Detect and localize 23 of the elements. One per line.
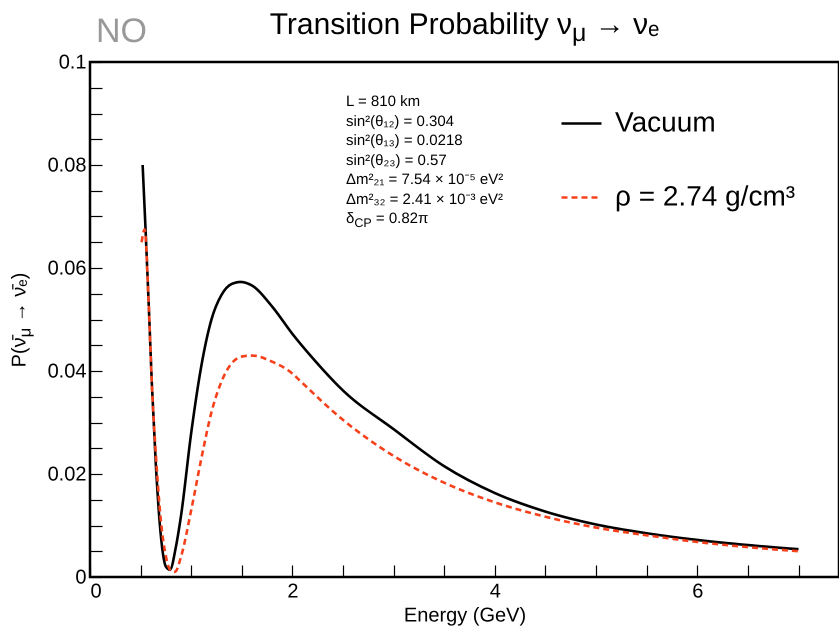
legend-label: Vacuum — [615, 106, 716, 138]
annotation: Δm²₂₁ = 7.54 × 10⁻⁵ eV² — [346, 171, 504, 188]
x-tick-label: 4 — [490, 580, 501, 602]
x-tick-label: 6 — [692, 580, 704, 602]
annotation: sin²(θ₁₃) = 0.0218 — [346, 132, 463, 149]
y-tick-label: 0.04 — [48, 360, 86, 382]
annotation: sin²(θ₁₂) = 0.304 — [346, 112, 454, 130]
chart-title: Transition Probability ν$_{μ}$ → νₑ — [270, 8, 660, 47]
annotation: δ$_{CP}$ = 0.82π — [346, 210, 428, 230]
annotation: L = 810 km — [346, 93, 420, 110]
x-axis-title: Energy (GeV) — [404, 604, 526, 626]
legend-label: ρ = 2.74 g/cm³ — [615, 180, 796, 212]
annotation: Δm²₃₂ = 2.41 × 10⁻³ eV² — [346, 190, 504, 208]
x-tick-label: 2 — [287, 580, 298, 602]
y-tick-label: 0.06 — [48, 258, 86, 280]
y-tick-label: 0.1 — [58, 52, 86, 74]
x-tick-label: 0 — [90, 580, 102, 602]
line-series — [140, 228, 800, 574]
y-tick-label: 0.02 — [48, 464, 86, 486]
annotation: sin²(θ₂₃) = 0.57 — [346, 152, 447, 168]
text: NO — [96, 12, 147, 51]
y-tick-label: 0.08 — [48, 154, 86, 176]
y-tick-label: 0 — [75, 566, 86, 588]
